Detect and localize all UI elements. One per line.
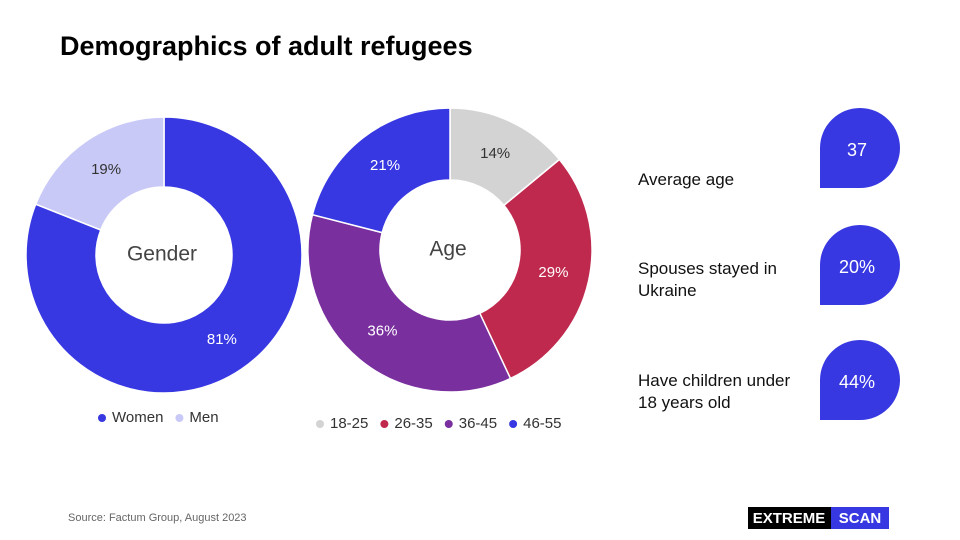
source: Source: Factum Group, August 2023 [68, 512, 247, 524]
stat-label: Spouses stayed in Ukraine [638, 259, 777, 300]
logo-text: EXTREME [753, 510, 826, 527]
stat-value: 20% [839, 257, 875, 277]
logo-box [748, 507, 831, 529]
center-label: Gender [127, 243, 197, 266]
legend-marker [509, 420, 518, 428]
pie-slice [307, 213, 512, 393]
pie-slice [478, 158, 593, 380]
stat-label: Have children under 18 years old [638, 371, 791, 412]
stat-value: 37 [847, 140, 867, 160]
legend-marker [444, 420, 453, 428]
stat-badge [820, 225, 900, 305]
legend-label: 26-35 [394, 415, 432, 432]
stat-label: Average age [638, 170, 735, 189]
data-label: 14% [480, 145, 510, 162]
legend-label: 18-25 [330, 415, 368, 432]
logo-text: SCAN [839, 510, 882, 527]
pie-slice [311, 107, 451, 234]
data-label: 19% [91, 161, 121, 178]
data-label: 81% [207, 331, 237, 348]
legend-marker [380, 420, 389, 428]
legend-marker [98, 414, 106, 422]
stat-badge [820, 340, 900, 420]
legend-marker [316, 420, 324, 428]
pie-slice [34, 116, 165, 231]
center-label: Age [429, 238, 466, 261]
legend-label: Women [112, 409, 163, 426]
stat-badge [820, 108, 900, 188]
pie-slice [25, 116, 303, 394]
logo-box [831, 507, 889, 529]
legend-label: Men [189, 409, 218, 426]
data-label: 29% [538, 264, 568, 281]
legend-label: 36-45 [459, 415, 497, 432]
data-label: 21% [370, 157, 400, 174]
legend-label: 46-55 [523, 415, 561, 432]
legend-marker [175, 414, 184, 422]
data-label: 36% [367, 323, 397, 340]
title: Demographics of adult refugees [60, 31, 473, 61]
stat-value: 44% [839, 372, 875, 392]
